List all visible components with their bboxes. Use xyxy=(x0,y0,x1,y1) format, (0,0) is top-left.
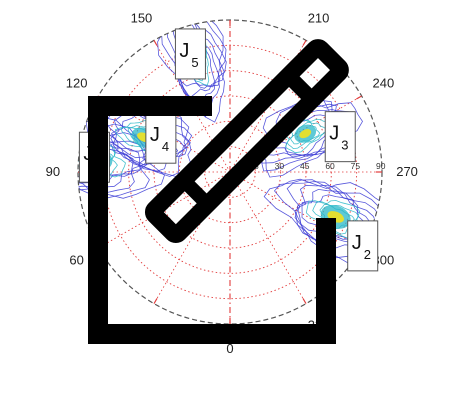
radial-ring xyxy=(178,120,282,224)
azimuth-spoke xyxy=(229,171,307,304)
contour-line xyxy=(111,114,179,158)
cluster-label-text: J xyxy=(150,124,160,146)
azimuth-tick-mark xyxy=(302,298,307,304)
azimuth-tick-label: 270 xyxy=(396,164,418,179)
azimuth-tick-label: 180 xyxy=(219,0,241,2)
azimuth-tick-mark xyxy=(302,40,307,46)
contour-line xyxy=(290,121,321,145)
contour-line xyxy=(305,200,361,240)
azimuth-tick-label: 120 xyxy=(66,75,88,90)
cluster-label-box: J2 xyxy=(347,220,379,272)
azimuth-tick-label: 150 xyxy=(131,11,153,26)
azimuth-tick-mark xyxy=(153,40,158,46)
contour-line xyxy=(296,188,378,244)
radial-tick-label: 30 xyxy=(275,161,285,171)
cluster-label-box: J5 xyxy=(174,28,206,80)
cluster-label-box: J4 xyxy=(145,112,177,164)
cluster-label-text: J xyxy=(179,40,189,62)
cluster-label-text: J xyxy=(352,232,362,254)
cluster-label-subscript: 5 xyxy=(191,55,198,70)
azimuth-tick-label: 210 xyxy=(308,11,330,26)
edit-pencil-square-icon xyxy=(88,39,349,344)
cluster-label-subscript: 3 xyxy=(341,138,348,153)
azimuth-tick-mark xyxy=(153,298,158,304)
radial-tick-label: 60 xyxy=(325,161,335,171)
azimuth-tick-label: 90 xyxy=(46,164,60,179)
contour-line xyxy=(294,184,382,244)
azimuth-tick-label: 240 xyxy=(373,75,395,90)
radial-tick-label: 45 xyxy=(300,161,310,171)
cluster-label-box: J3 xyxy=(324,111,356,163)
radial-tick-label: 75 xyxy=(351,161,361,171)
azimuth-tick-labels: 06090120150180210240270300330 xyxy=(46,0,418,356)
azimuth-tick-label: 60 xyxy=(69,253,83,268)
cluster-label-subscript: 4 xyxy=(162,139,169,154)
contour-line xyxy=(312,201,360,235)
hotspot-high xyxy=(299,129,312,139)
radial-tick-label: 90 xyxy=(376,161,386,171)
contour-line xyxy=(167,20,227,109)
contour-line xyxy=(78,116,165,199)
contour-line xyxy=(286,119,328,150)
contour-line xyxy=(157,20,225,123)
azimuth-tick-label: 0 xyxy=(226,341,233,356)
cluster-label-text: J xyxy=(329,123,339,145)
azimuth-tick-mark xyxy=(356,95,362,100)
cluster-label-subscript: 2 xyxy=(364,247,371,262)
